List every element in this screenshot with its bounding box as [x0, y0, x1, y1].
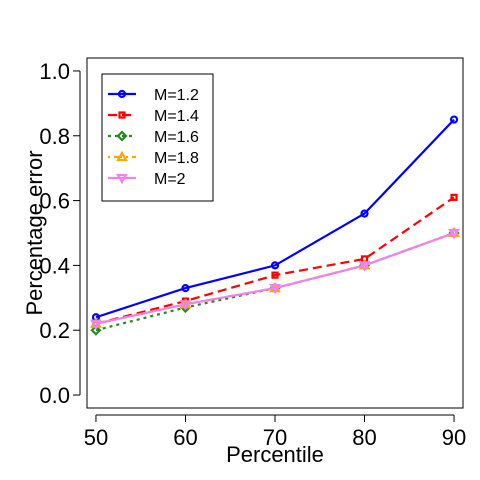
legend-marker: [116, 150, 128, 162]
series-line: [95, 231, 455, 325]
y-axis-label: Percentage error: [22, 150, 47, 315]
legend-item: M=1.6: [108, 129, 199, 146]
y-tick-label: 0.2: [39, 318, 70, 343]
y-tick-label: 0.6: [39, 189, 70, 214]
data-point: [90, 319, 102, 330]
x-axis-label: Percentile: [226, 442, 324, 467]
legend: M=1.2 M=1.4 M=1.6 M=1.8 M=2: [101, 73, 214, 202]
legend-label: M=1.6: [154, 129, 199, 146]
legend-marker: [118, 111, 126, 119]
x-tick-label: 90: [442, 425, 466, 450]
x-tick-label: 50: [84, 425, 108, 450]
legend-item: M=1.2: [108, 87, 199, 104]
legend-marker: [117, 89, 127, 99]
legend-item: M=1.4: [108, 108, 199, 125]
x-tick-label: 80: [352, 425, 376, 450]
x-tick-label: 70: [263, 425, 287, 450]
data-point: [270, 261, 280, 270]
plot-frame: [86, 57, 464, 409]
data-point: [450, 193, 458, 201]
legend-marker: [116, 130, 128, 142]
legend-label: M=2: [154, 171, 186, 188]
series-M=2: [90, 228, 460, 330]
series-M=1.6: [90, 227, 460, 336]
data-point: [358, 261, 371, 272]
legend-item: M=2: [108, 171, 186, 188]
y-tick-label: 0.4: [39, 253, 70, 278]
series-line: [95, 231, 455, 332]
data-point: [179, 300, 192, 311]
legend-label: M=1.2: [154, 87, 199, 104]
data-point: [181, 283, 190, 293]
data-point: [449, 115, 459, 124]
data-point: [90, 324, 102, 336]
data-point: [360, 209, 369, 218]
series-line: [95, 196, 455, 325]
series-line: [95, 118, 455, 319]
legend-label: M=1.8: [154, 150, 199, 167]
y-tick-label: 0.0: [39, 383, 70, 408]
legend-item: M=1.8: [108, 150, 199, 167]
axes: 50 60 70 80 90 0.0 0.2 0.4 0.6 0.8 1.0: [39, 59, 466, 450]
y-tick-label: 0.8: [39, 124, 70, 149]
x-tick-label: 60: [173, 425, 197, 450]
data-point: [269, 283, 281, 295]
data-point: [448, 228, 460, 240]
series-M=1.4: [92, 193, 458, 328]
data-point: [271, 271, 279, 279]
y-tick-label: 1.0: [39, 59, 70, 84]
legend-label: M=1.4: [154, 108, 199, 125]
series-layer: [90, 115, 460, 336]
legend-marker: [116, 173, 128, 185]
